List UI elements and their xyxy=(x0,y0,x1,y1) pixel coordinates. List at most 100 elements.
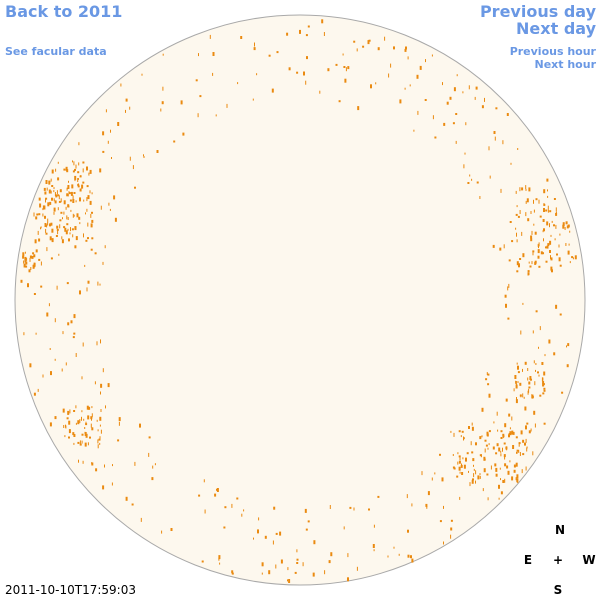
facula xyxy=(61,239,64,244)
facula xyxy=(74,178,76,182)
facula xyxy=(86,185,89,188)
facula xyxy=(549,250,551,253)
facula xyxy=(107,383,110,388)
facula xyxy=(215,114,217,117)
facula xyxy=(102,485,105,490)
facula xyxy=(78,162,80,166)
facula xyxy=(287,567,289,571)
data-link[interactable]: See facular data xyxy=(5,45,107,58)
facula xyxy=(514,375,517,379)
facula xyxy=(543,238,544,242)
facula xyxy=(91,427,94,431)
facula xyxy=(527,368,529,371)
back-link[interactable]: Back to 2011 xyxy=(5,2,123,21)
facula xyxy=(515,384,518,389)
facula xyxy=(67,322,70,326)
facula xyxy=(530,235,533,239)
compass-center: + xyxy=(552,553,564,567)
facula xyxy=(481,407,484,412)
facula xyxy=(38,258,41,261)
facula xyxy=(68,420,71,425)
facula xyxy=(82,168,84,173)
facula xyxy=(86,287,88,292)
facula xyxy=(48,180,51,185)
facula xyxy=(450,519,453,522)
facula xyxy=(50,178,52,182)
facula xyxy=(462,457,464,460)
next-hour-link[interactable]: Next hour xyxy=(534,58,597,71)
facula xyxy=(372,544,375,548)
previous-hour-link[interactable]: Previous hour xyxy=(509,45,596,58)
facula xyxy=(79,188,82,192)
facula xyxy=(407,529,409,533)
facula xyxy=(520,430,523,435)
facula xyxy=(58,200,61,203)
facula xyxy=(50,371,52,376)
facula xyxy=(75,164,77,169)
facula xyxy=(81,376,83,380)
facula xyxy=(72,234,74,238)
facula xyxy=(547,243,550,247)
facula xyxy=(140,517,142,522)
facula xyxy=(29,255,32,259)
facula xyxy=(461,463,462,468)
facula xyxy=(271,88,274,93)
facula xyxy=(458,466,461,471)
facula xyxy=(550,266,553,271)
next-day-link[interactable]: Next day xyxy=(516,19,596,38)
facula xyxy=(104,245,106,249)
facula xyxy=(542,219,545,222)
facula xyxy=(526,446,528,449)
facula xyxy=(409,84,411,87)
facula xyxy=(471,178,473,181)
facula xyxy=(511,430,514,435)
facula xyxy=(55,194,58,198)
facula xyxy=(554,238,556,241)
facula xyxy=(493,131,496,134)
facula xyxy=(212,72,214,76)
facula xyxy=(434,472,436,475)
facula xyxy=(547,209,549,213)
facula xyxy=(373,549,375,552)
facula xyxy=(129,156,131,161)
facula xyxy=(507,317,510,320)
facula xyxy=(453,432,455,437)
facula xyxy=(226,103,228,108)
facula xyxy=(33,254,36,258)
facula xyxy=(197,113,199,118)
facula xyxy=(82,181,85,184)
facula xyxy=(541,377,543,382)
facula xyxy=(527,218,530,222)
facula xyxy=(425,503,428,507)
facula xyxy=(527,270,530,273)
facula xyxy=(545,209,548,212)
facula xyxy=(508,259,511,262)
facula xyxy=(38,197,41,201)
facula xyxy=(526,198,529,203)
facula xyxy=(261,572,263,575)
facula xyxy=(182,132,185,136)
facula xyxy=(66,215,68,220)
facula xyxy=(73,192,76,194)
facula xyxy=(85,239,88,242)
facula xyxy=(561,391,564,394)
facula xyxy=(47,202,50,207)
facula xyxy=(264,535,267,539)
facula xyxy=(100,339,101,344)
facula xyxy=(531,230,533,235)
facula xyxy=(323,32,325,36)
facula xyxy=(516,270,519,273)
facula xyxy=(486,473,489,476)
facula xyxy=(465,457,467,462)
facula xyxy=(66,169,69,173)
facula xyxy=(94,252,97,255)
facula xyxy=(407,56,409,60)
facula xyxy=(547,189,548,192)
facula xyxy=(458,455,461,458)
facula xyxy=(484,97,485,102)
facula xyxy=(44,215,46,219)
previous-day-link[interactable]: Previous day xyxy=(479,2,596,21)
facula xyxy=(410,555,412,559)
facula xyxy=(471,451,474,454)
